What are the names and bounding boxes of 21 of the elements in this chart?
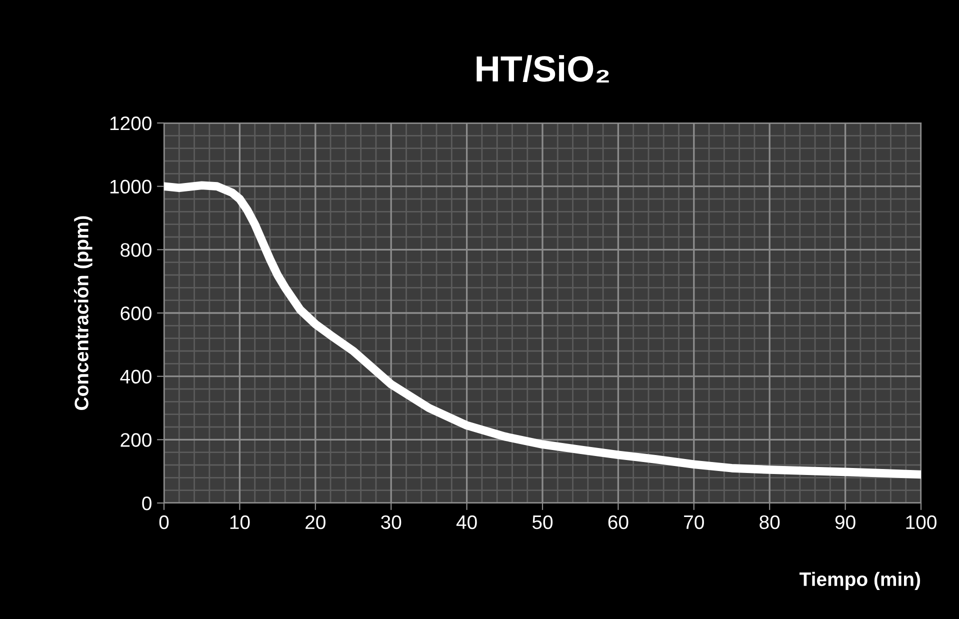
y-tick-label: 600 (120, 306, 152, 320)
y-axis-title: Concentración (ppm) (74, 216, 92, 410)
x-tick-label: 80 (760, 515, 780, 530)
chart-title: HT/SiO₂ (476, 55, 609, 82)
x-tick-label: 20 (306, 515, 326, 530)
x-tick-label: 0 (159, 515, 169, 530)
y-tick-label: 0 (142, 496, 152, 510)
x-tick-label: 10 (230, 515, 250, 530)
x-tick-label: 50 (532, 515, 553, 530)
x-tick-label: 90 (835, 515, 856, 530)
x-axis-title: Tiempo (min) (800, 572, 920, 590)
x-tick-label: 70 (684, 515, 704, 530)
y-tick-label: 1000 (110, 180, 152, 194)
x-tick-label: 30 (381, 515, 402, 530)
y-tick-label: 200 (120, 433, 152, 447)
y-tick-label: 1200 (110, 116, 152, 130)
x-tick-label: 100 (906, 515, 936, 530)
y-tick-label: 400 (120, 370, 152, 384)
x-tick-label: 60 (608, 515, 628, 530)
y-tick-label: 800 (120, 243, 152, 257)
x-tick-label: 40 (456, 515, 477, 530)
